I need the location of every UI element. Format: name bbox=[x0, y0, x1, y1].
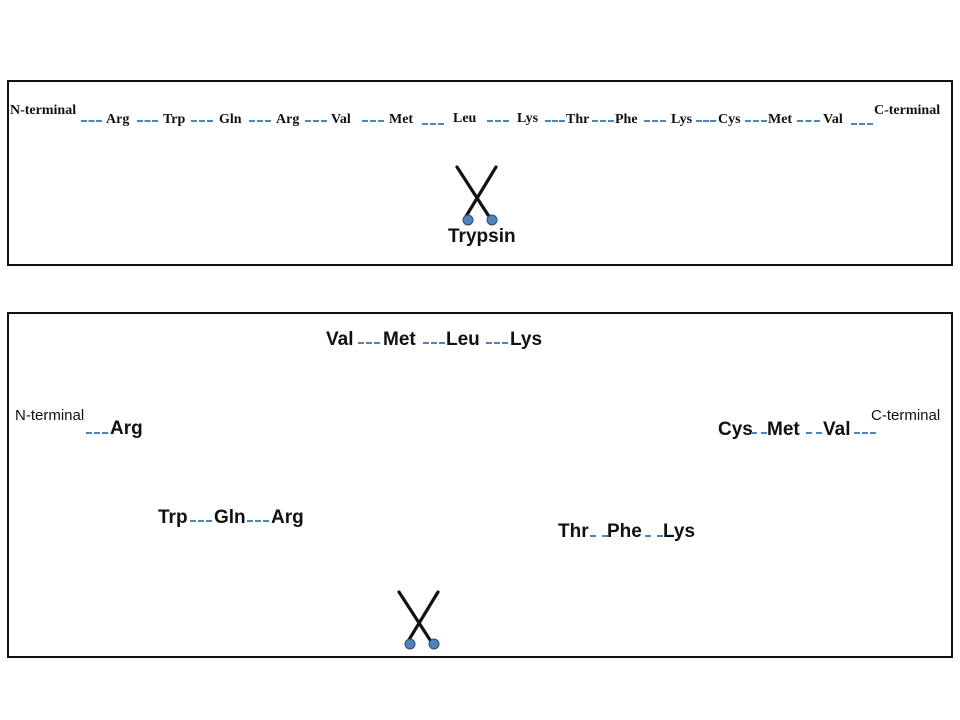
peptide-bond bbox=[86, 432, 108, 434]
residue-gln: Gln bbox=[219, 112, 242, 127]
peptide-bond bbox=[358, 342, 380, 344]
scissors-icon bbox=[455, 165, 498, 226]
peptide-bond bbox=[745, 120, 767, 122]
residue-val-1: Val bbox=[331, 112, 351, 127]
fragment-5-residue-val: Val bbox=[823, 419, 851, 440]
peptide-bond bbox=[486, 342, 508, 344]
residue-arg-2: Arg bbox=[276, 112, 300, 127]
peptide-bond bbox=[797, 120, 820, 122]
peptide-bond bbox=[249, 120, 271, 122]
peptide-bond bbox=[191, 120, 213, 122]
peptide-bond bbox=[806, 432, 822, 434]
peptide-bond bbox=[644, 120, 666, 122]
cleaved-fragments-panel bbox=[7, 312, 953, 658]
residue-thr: Thr bbox=[566, 112, 590, 127]
fragment-3-residue-val: Val bbox=[326, 329, 354, 350]
residue-met-1: Met bbox=[389, 112, 414, 127]
intact-peptide-panel bbox=[7, 80, 953, 266]
enzyme-label: Trypsin bbox=[448, 226, 516, 247]
n-terminal-label: N-terminal bbox=[10, 103, 77, 118]
residue-arg-1: Arg bbox=[106, 112, 130, 127]
fragment-2-residue-gln: Gln bbox=[214, 507, 246, 528]
peptide-bond bbox=[590, 535, 608, 537]
c-terminal-label: C-terminal bbox=[874, 103, 941, 118]
peptide-bond bbox=[592, 120, 614, 122]
fragment-4-residue-thr: Thr bbox=[558, 521, 589, 542]
peptide-bond bbox=[137, 120, 158, 122]
peptide-bond bbox=[545, 120, 565, 122]
scissors-icon bbox=[397, 590, 440, 650]
fragment-2-residue-trp: Trp bbox=[158, 507, 188, 528]
fragment-5-residue-cys: Cys bbox=[718, 419, 753, 440]
fragment-3-residue-lys: Lys bbox=[510, 329, 543, 350]
fragment-1-residue-arg: Arg bbox=[110, 418, 143, 439]
residue-cys: Cys bbox=[718, 112, 741, 127]
residue-val-2: Val bbox=[823, 112, 843, 127]
fragment-4-residue-lys: Lys bbox=[663, 521, 696, 542]
peptide-bond bbox=[81, 120, 102, 122]
fragment-5-residue-met: Met bbox=[767, 419, 800, 440]
fragment-2-residue-arg: Arg bbox=[271, 507, 304, 528]
peptide-bond bbox=[854, 432, 876, 434]
peptide-bond bbox=[851, 123, 873, 125]
peptide-bond bbox=[423, 342, 445, 344]
peptide-bond bbox=[190, 520, 212, 522]
peptide-bond bbox=[696, 120, 716, 122]
peptide-bond bbox=[487, 120, 509, 122]
fragment-3-residue-met: Met bbox=[383, 329, 416, 350]
fragment-3-residue-leu: Leu bbox=[446, 329, 480, 350]
peptide-bond bbox=[645, 535, 663, 537]
peptide-bond bbox=[247, 520, 269, 522]
residue-lys-2: Lys bbox=[671, 112, 693, 127]
peptide-bond bbox=[751, 432, 767, 434]
residue-trp: Trp bbox=[163, 112, 186, 127]
residue-lys-1: Lys bbox=[517, 111, 539, 126]
peptide-bond bbox=[305, 120, 327, 122]
residue-phe: Phe bbox=[615, 112, 638, 127]
residue-met-2: Met bbox=[768, 112, 793, 127]
fragment-1-n-terminal-label: N-terminal bbox=[15, 407, 85, 424]
residue-leu: Leu bbox=[453, 111, 477, 126]
fragment-5-c-terminal-label: C-terminal bbox=[871, 407, 941, 424]
fragment-4-residue-phe: Phe bbox=[607, 521, 642, 542]
peptide-bond bbox=[422, 123, 444, 125]
peptide-bond bbox=[362, 120, 384, 122]
